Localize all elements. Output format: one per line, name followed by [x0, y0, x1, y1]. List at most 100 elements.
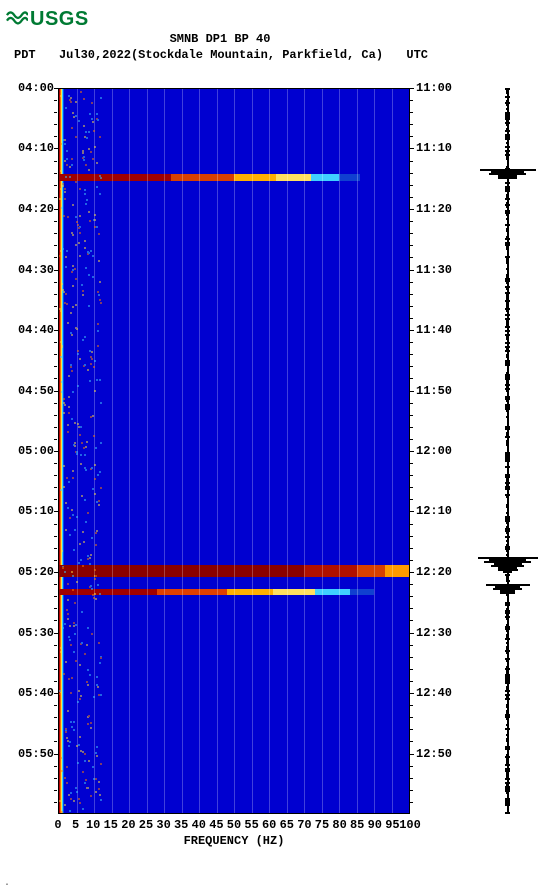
ytick: [410, 245, 413, 246]
yaxis-label-right: 11:20: [416, 202, 452, 216]
ytick: [54, 669, 57, 670]
ytick: [410, 669, 413, 670]
ytick: [54, 645, 57, 646]
ytick: [54, 366, 57, 367]
xaxis-tick-label: 25: [139, 818, 153, 832]
ytick: [54, 717, 57, 718]
usgs-logo: USGS: [6, 6, 89, 33]
ytick: [410, 463, 413, 464]
ytick: [410, 354, 413, 355]
ytick: [54, 88, 58, 89]
ytick: [54, 741, 57, 742]
yaxis-label-right: 12:40: [416, 686, 452, 700]
xaxis-tick-label: 80: [332, 818, 346, 832]
ytick: [410, 741, 413, 742]
ytick: [410, 729, 413, 730]
yaxis-label-right: 11:50: [416, 384, 452, 398]
chart-date-loc: Jul30,2022(Stockdale Mountain, Parkfield…: [59, 48, 383, 64]
ytick: [54, 415, 57, 416]
ytick: [410, 596, 413, 597]
gridline: [287, 89, 288, 813]
ytick: [410, 306, 413, 307]
yaxis-label-left: 05:50: [12, 747, 54, 761]
yaxis-label-left: 05:40: [12, 686, 54, 700]
ytick: [54, 245, 57, 246]
yaxis-label-left: 04:00: [12, 81, 54, 95]
xaxis-tick-label: 90: [368, 818, 382, 832]
ytick: [410, 487, 413, 488]
chart-date: Jul30,2022: [59, 48, 131, 62]
xaxis-tick-label: 10: [86, 818, 100, 832]
usgs-wave-icon: [6, 6, 28, 33]
ytick: [54, 499, 57, 500]
ytick: [54, 790, 57, 791]
xaxis-label: FREQUENCY (HZ): [58, 834, 410, 848]
ytick: [54, 596, 57, 597]
yaxis-label-left: 05:10: [12, 504, 54, 518]
ytick: [410, 221, 413, 222]
ytick: [410, 415, 413, 416]
ytick: [410, 608, 413, 609]
ytick: [54, 548, 57, 549]
ytick: [54, 197, 57, 198]
ytick: [54, 681, 57, 682]
ytick: [410, 475, 413, 476]
gridline: [217, 89, 218, 813]
gridline: [234, 89, 235, 813]
ytick: [410, 148, 414, 149]
ytick: [54, 257, 57, 258]
ytick: [410, 511, 414, 512]
ytick: [54, 778, 57, 779]
ytick: [54, 270, 58, 271]
yaxis-label-right: 11:00: [416, 81, 452, 95]
ytick: [410, 100, 413, 101]
ytick: [410, 403, 413, 404]
yaxis-label-left: 05:20: [12, 565, 54, 579]
ytick: [410, 161, 413, 162]
yaxis-label-left: 04:10: [12, 141, 54, 155]
ytick: [54, 608, 57, 609]
ytick: [410, 124, 413, 125]
yaxis-label-left: 04:30: [12, 263, 54, 277]
xaxis-tick-label: 35: [174, 818, 188, 832]
ytick: [410, 282, 413, 283]
yaxis-label-right: 12:30: [416, 626, 452, 640]
gridline: [164, 89, 165, 813]
ytick: [54, 729, 57, 730]
gridline: [182, 89, 183, 813]
ytick: [410, 257, 413, 258]
spectrogram-event-segment: [304, 565, 357, 577]
ytick: [54, 451, 58, 452]
spectrogram-event-segment: [315, 589, 350, 595]
gridline: [357, 89, 358, 813]
ytick: [54, 487, 57, 488]
ytick: [410, 645, 413, 646]
ytick: [54, 161, 57, 162]
ytick: [54, 391, 58, 392]
ytick: [410, 560, 413, 561]
spectrogram-chart: [58, 88, 410, 814]
gridline: [374, 89, 375, 813]
ytick: [54, 511, 58, 512]
ytick: [410, 693, 414, 694]
ytick: [410, 439, 413, 440]
ytick: [54, 427, 57, 428]
ytick: [410, 318, 413, 319]
ytick: [410, 802, 413, 803]
yaxis-label-left: 04:20: [12, 202, 54, 216]
ytick: [54, 572, 58, 573]
ytick: [410, 548, 413, 549]
ytick: [54, 766, 57, 767]
ytick: [410, 427, 413, 428]
usgs-logo-text: USGS: [30, 8, 89, 31]
xaxis-tick-label: 60: [262, 818, 276, 832]
ytick: [54, 754, 58, 755]
seismogram-noise-tick: [505, 812, 509, 814]
ytick: [410, 342, 413, 343]
ytick: [54, 282, 57, 283]
spectrogram-event-segment: [311, 174, 339, 181]
spectrogram-event-segment: [350, 589, 375, 595]
gridline: [147, 89, 148, 813]
ytick: [54, 475, 57, 476]
spectrogram-event-segment: [357, 565, 385, 577]
